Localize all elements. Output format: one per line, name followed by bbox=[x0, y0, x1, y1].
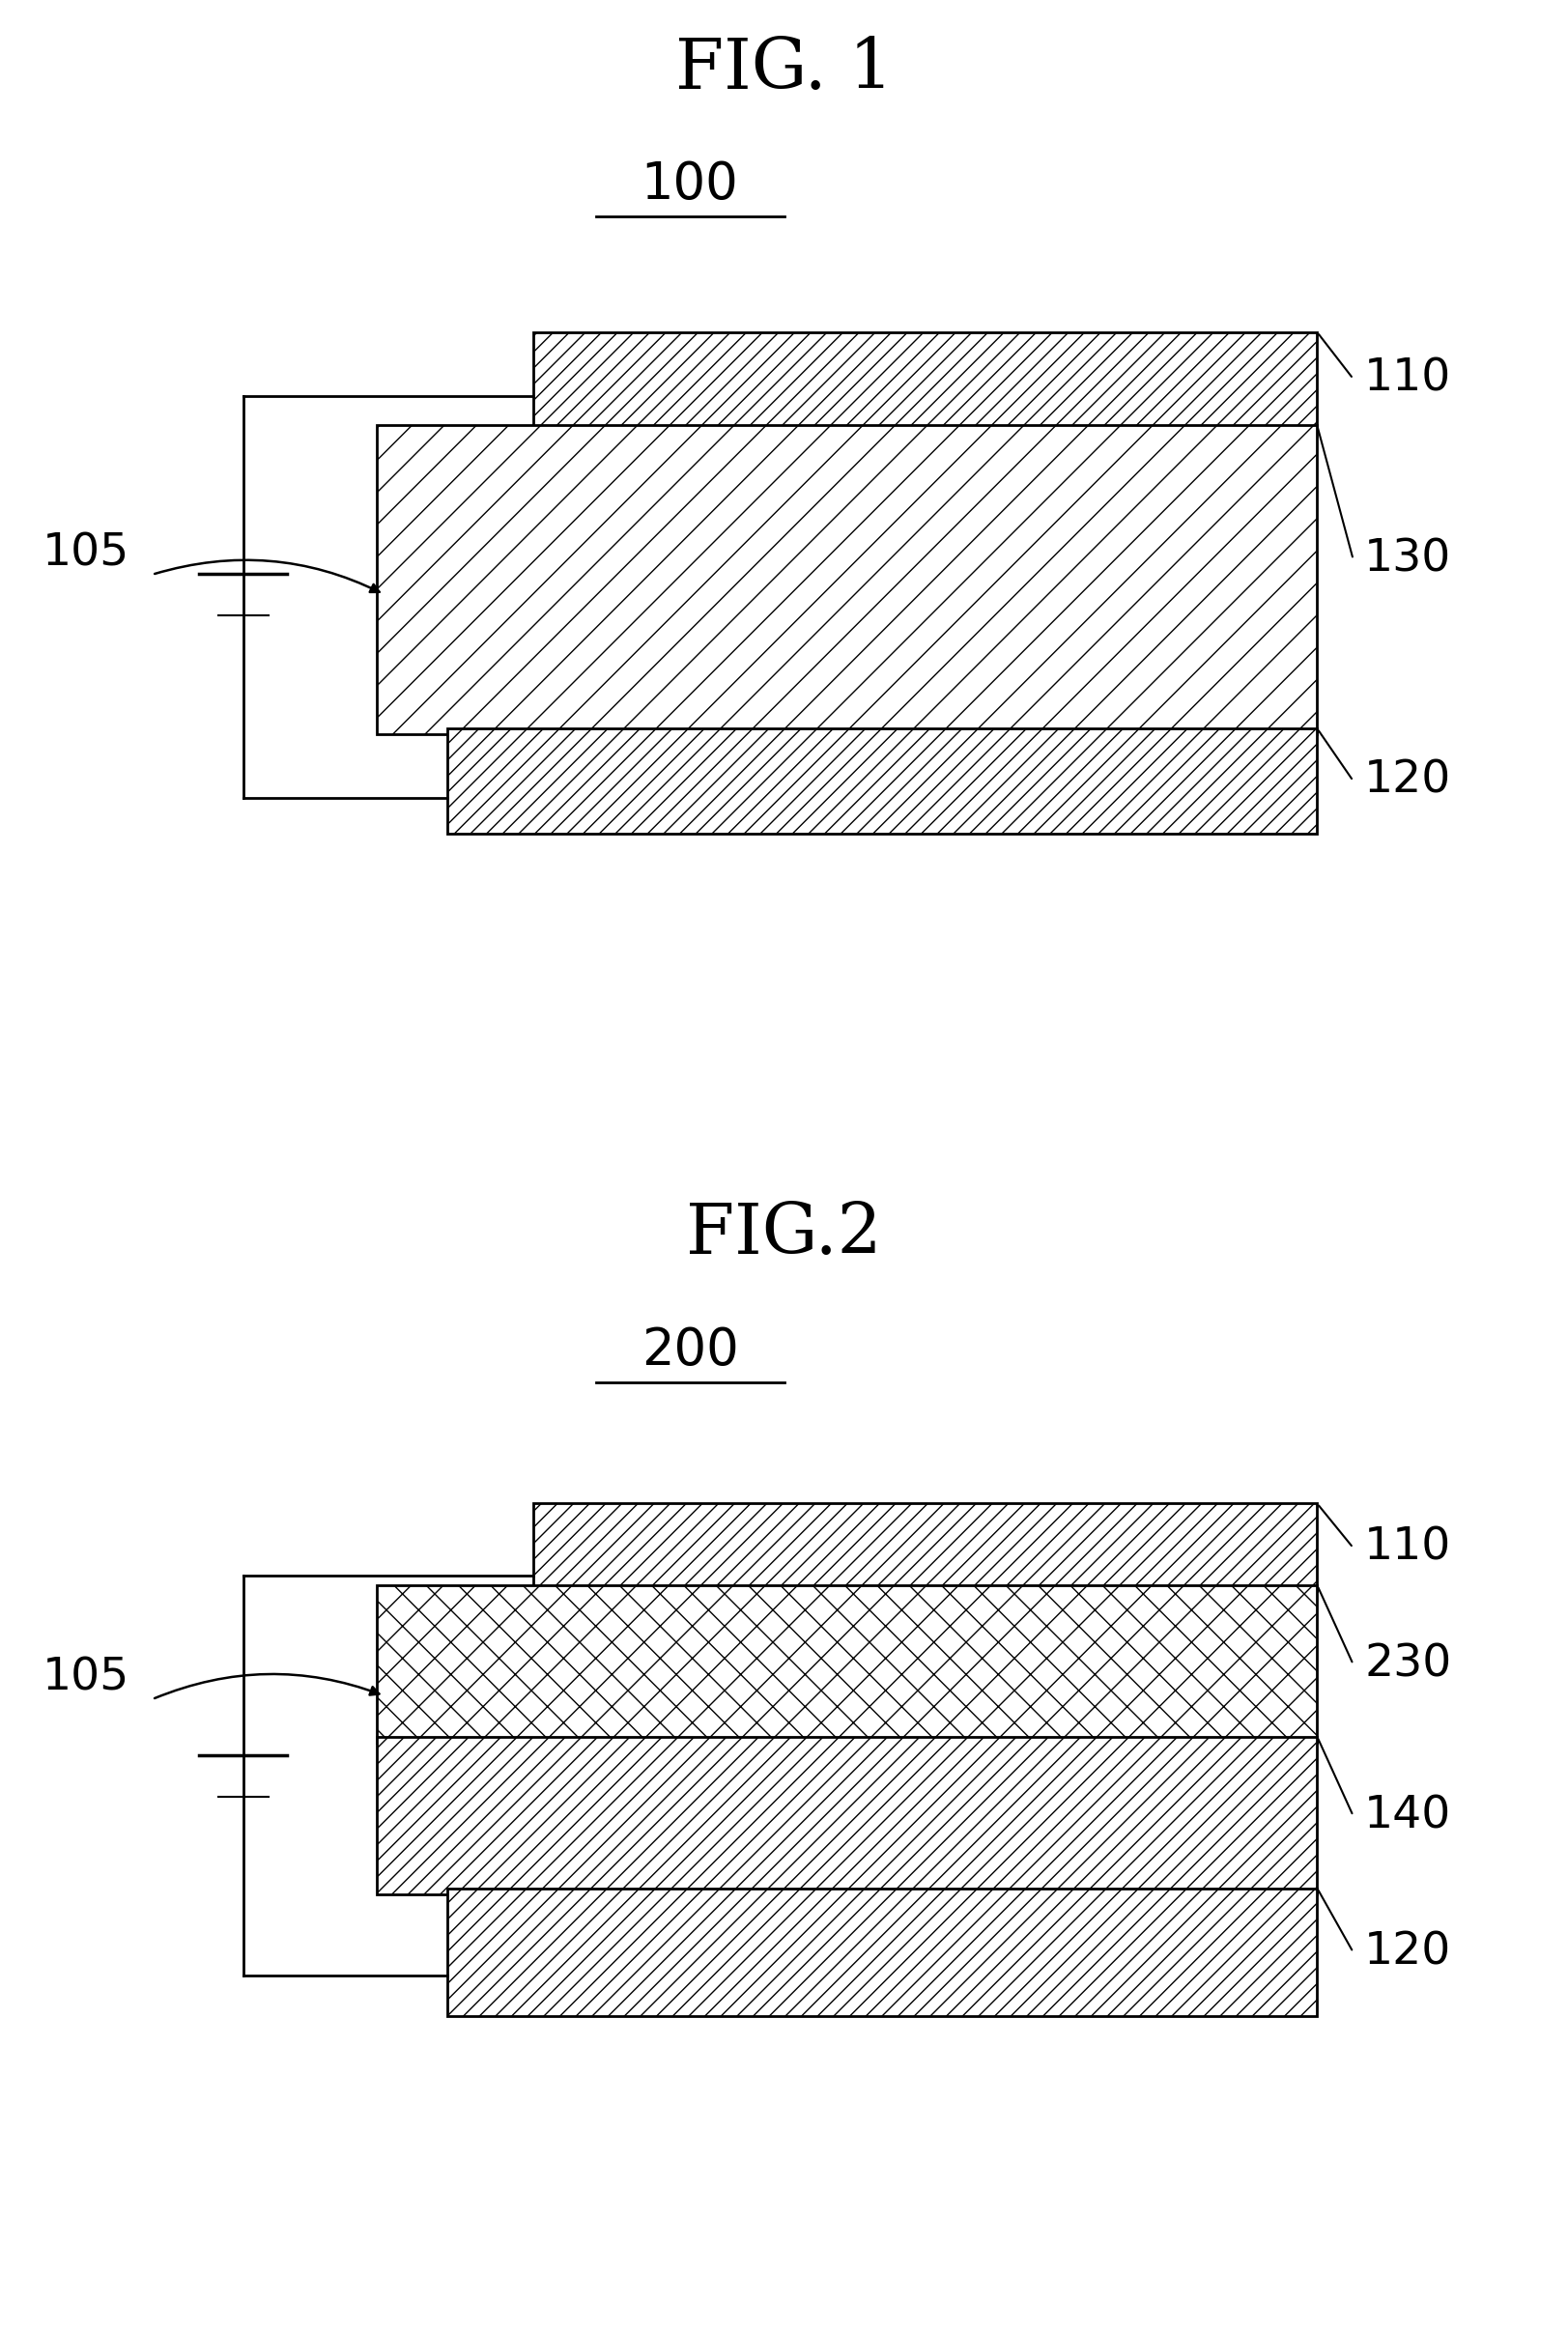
Bar bbox=[447, 1888, 1317, 2016]
Text: 110: 110 bbox=[1364, 1527, 1452, 1569]
Text: 200: 200 bbox=[641, 1324, 739, 1375]
Bar bbox=[376, 1737, 1317, 1893]
Bar bbox=[376, 1585, 1317, 1744]
Text: 120: 120 bbox=[1364, 760, 1452, 802]
Bar bbox=[376, 424, 1317, 734]
Text: FIG.2: FIG.2 bbox=[687, 1200, 881, 1268]
Text: 230: 230 bbox=[1364, 1643, 1452, 1685]
Text: 130: 130 bbox=[1364, 538, 1452, 580]
Text: 105: 105 bbox=[42, 531, 130, 576]
Text: 110: 110 bbox=[1364, 357, 1452, 401]
Text: FIG. 1: FIG. 1 bbox=[676, 35, 892, 103]
Text: 120: 120 bbox=[1364, 1930, 1452, 1974]
Bar bbox=[533, 1503, 1317, 1590]
Text: 105: 105 bbox=[42, 1657, 130, 1699]
Text: 100: 100 bbox=[641, 159, 739, 210]
Bar bbox=[447, 727, 1317, 834]
Bar bbox=[533, 333, 1317, 431]
Text: 140: 140 bbox=[1364, 1795, 1452, 1837]
